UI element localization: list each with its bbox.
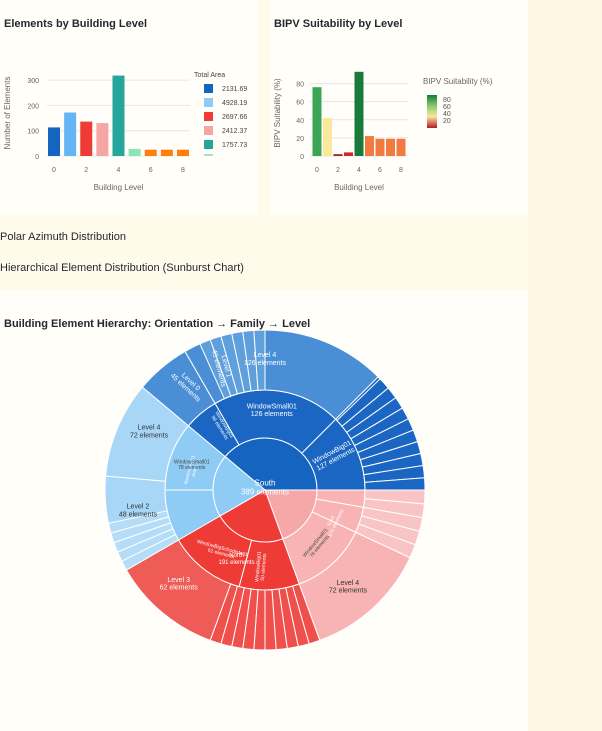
x-tick-label: 6 (149, 167, 153, 174)
legend-label: 4928.19 (222, 100, 247, 107)
sunburst-label: Level 2 48 elements (119, 504, 158, 519)
bar (312, 87, 322, 156)
sunburst-label: Level 4 126 elements (244, 352, 287, 367)
legend-swatch (204, 140, 213, 149)
bar (177, 149, 189, 156)
legend-label: 2697.66 (222, 114, 247, 121)
sunburst-label: North 191 elements (219, 553, 255, 566)
y-tick-label: 20 (296, 136, 304, 143)
sunburst-segment (253, 329, 266, 391)
bar (96, 123, 109, 156)
colorbar-title: BIPV Suitability (%) (423, 77, 493, 86)
y-axis-label: Number of Elements (3, 77, 12, 150)
x-tick-label: 0 (52, 167, 56, 174)
colorbar-tick-label: 80 (443, 97, 451, 104)
colorbar (427, 95, 437, 128)
elements-chart-panel: Elements by Building Level 0 100 200 300 0 2 4… (0, 0, 258, 215)
y-tick-label: 200 (27, 103, 39, 110)
sunburst-segment (107, 510, 170, 534)
x-axis-label: Building Level (334, 183, 384, 192)
x-tick-label: 2 (336, 167, 340, 174)
y-axis-label: BIPV Suitability (%) (273, 78, 282, 148)
legend-label: 1757.73 (222, 142, 247, 149)
y-tick-label: 0 (35, 154, 39, 161)
legend-swatch (204, 98, 213, 107)
y-tick-label: 0 (300, 154, 304, 161)
colorbar-tick-label: 20 (443, 118, 451, 125)
legend-title: Total Area (194, 72, 225, 79)
sunburst-label: WindowSmall01 126 elements (247, 403, 297, 418)
legend-swatch (204, 112, 213, 121)
right-margin (528, 0, 602, 731)
x-tick-label: 4 (117, 167, 121, 174)
sunburst-label: Level 4 72 elements (329, 580, 368, 595)
x-axis-label: Building Level (94, 183, 144, 192)
bar (64, 112, 77, 156)
chart-title: BIPV Suitability by Level (274, 18, 403, 30)
sunburst-label: Level 4 72 elements (130, 425, 169, 440)
bar (160, 149, 173, 156)
y-tick-label: 80 (296, 82, 304, 89)
sunburst-heading: Hierarchical Element Distribution (Sunbu… (0, 262, 244, 274)
x-tick-label: 6 (378, 167, 382, 174)
x-tick-label: 0 (315, 167, 319, 174)
chart-title: Elements by Building Level (4, 18, 148, 30)
colorbar-tick-label: 60 (443, 104, 451, 111)
bar (48, 127, 60, 156)
polar-heading: Polar Azimuth Distribution (0, 231, 126, 243)
x-tick-label: 4 (357, 167, 361, 174)
legend-label: 2131.69 (222, 86, 247, 93)
bar (365, 136, 374, 156)
sunburst-label: Level 3 62 elements (160, 577, 199, 592)
x-tick-label: 8 (399, 167, 403, 174)
chart-title: Building Element Hierarchy: Orientation … (4, 318, 311, 330)
y-tick-label: 60 (296, 100, 304, 107)
bar (354, 71, 364, 156)
y-tick-label: 300 (27, 78, 39, 85)
sunburst-panel: Building Element Hierarchy: Orientation … (0, 290, 528, 731)
legend-swatch (204, 154, 213, 156)
bar (128, 148, 141, 156)
colorbar-tick-label: 40 (443, 111, 451, 118)
bar (386, 138, 395, 156)
legend-label: 2412.37 (222, 128, 247, 135)
legend-swatch (204, 84, 213, 93)
y-tick-label: 40 (296, 118, 304, 125)
x-tick-label: 2 (84, 167, 88, 174)
sunburst-segment (354, 523, 416, 559)
sunburst-segment (209, 583, 239, 645)
bar (112, 75, 125, 156)
y-tick-label: 100 (27, 129, 39, 136)
bar (144, 149, 157, 156)
sunburst-label: WindowBig0150 elements (254, 551, 268, 583)
legend-swatch (204, 126, 213, 135)
sunburst-label: WindowSmall01 78 elements (174, 459, 210, 471)
bar (396, 138, 406, 156)
bipv-chart-panel: BIPV Suitability by Level 0 20 40 60 80 0 2 4 6 8… (270, 0, 528, 215)
bar (375, 138, 385, 156)
bar (333, 154, 343, 156)
bar (323, 117, 332, 156)
sunburst-label: South 389 elements (241, 479, 289, 497)
bar (344, 152, 353, 156)
bar (80, 121, 93, 156)
x-tick-label: 8 (181, 167, 185, 174)
elements-bar-chart: 0 100 200 300 0 2 4 6 8 Building Level Number of E… (3, 72, 247, 192)
